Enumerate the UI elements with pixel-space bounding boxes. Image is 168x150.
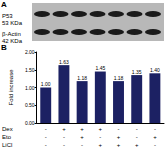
svg-text:Fold increase: Fold increase <box>8 69 14 106</box>
svg-text:1.45: 1.45 <box>95 65 105 71</box>
svg-text:2.00: 2.00 <box>25 49 35 55</box>
svg-text:1.00: 1.00 <box>41 81 51 87</box>
html-text:Dex: Dex <box>2 126 13 132</box>
html-text:P53: P53 <box>2 13 13 19</box>
svg-text:1.50: 1.50 <box>25 67 35 73</box>
svg-text:1.18: 1.18 <box>114 75 124 81</box>
html-text:53 KDa: 53 KDa <box>2 20 22 26</box>
html-text:B: B <box>1 43 7 52</box>
html-text:Eto: Eto <box>2 134 11 140</box>
svg-text:1.63: 1.63 <box>59 59 69 65</box>
svg-text:1.40: 1.40 <box>150 67 160 73</box>
svg-text:0.50: 0.50 <box>25 102 35 108</box>
html-text:A: A <box>1 0 7 9</box>
svg-text:1.00: 1.00 <box>25 85 35 91</box>
svg-text:0.00: 0.00 <box>25 120 35 126</box>
svg-text:1.35: 1.35 <box>132 69 142 75</box>
html-text:42 KDa: 42 KDa <box>2 38 22 44</box>
html-text:LiCl: LiCl <box>2 142 13 148</box>
svg-text:1.18: 1.18 <box>77 75 87 81</box>
html-text:β-Actin: β-Actin <box>2 31 21 37</box>
